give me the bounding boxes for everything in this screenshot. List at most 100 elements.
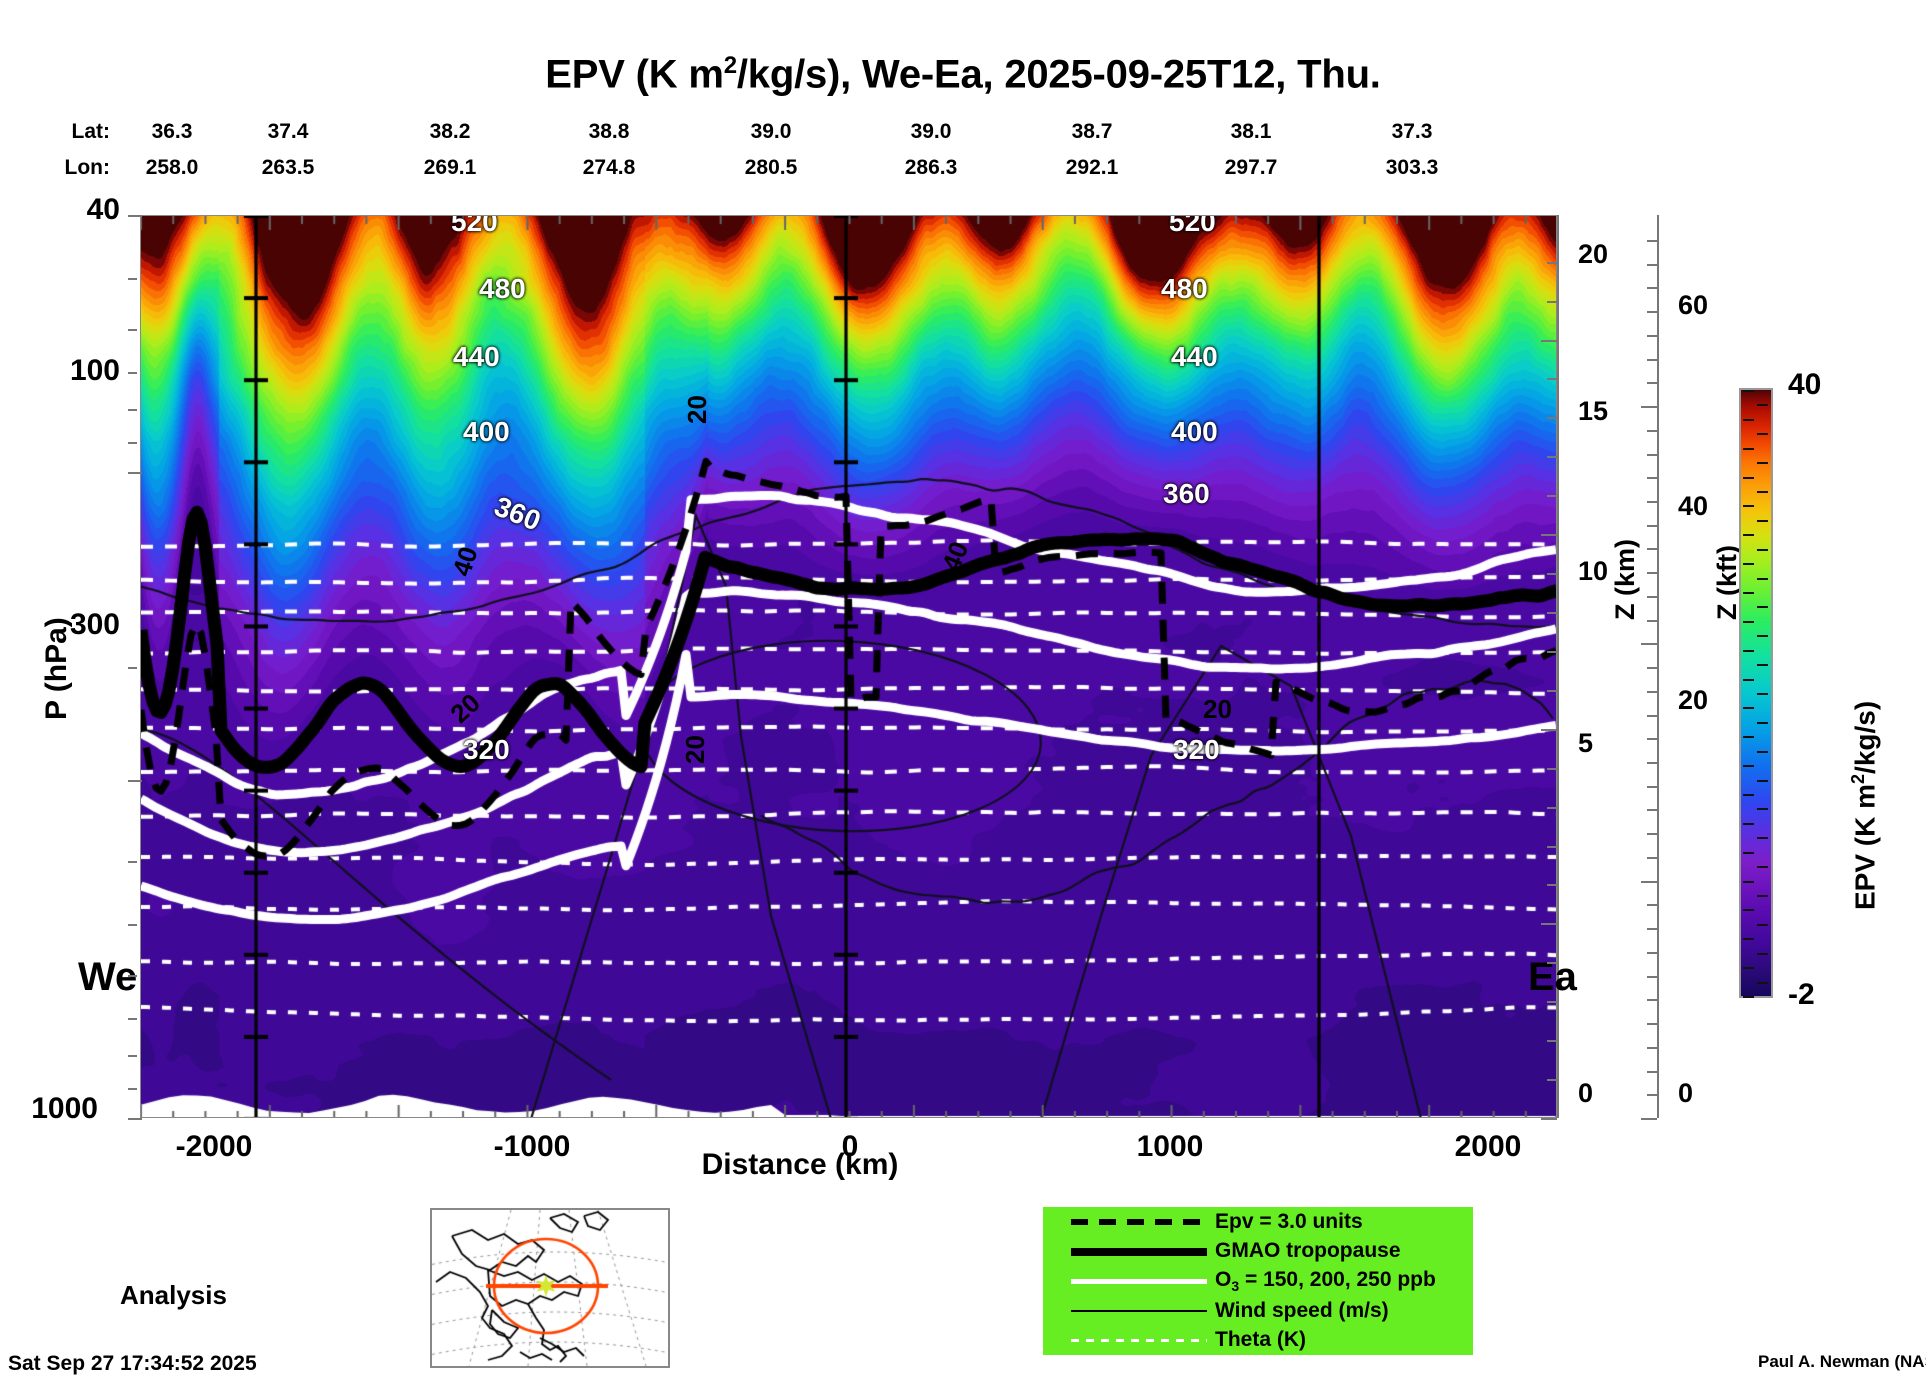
y-tick-300: 300	[69, 608, 120, 641]
x-tick--1000: -1000	[493, 1130, 571, 1163]
legend-box: Epv = 3.0 units GMAO tropopause O3 = 150…	[1043, 1207, 1473, 1355]
axis-tick	[1547, 1079, 1557, 1082]
colorbar-tick	[1757, 635, 1768, 638]
lon-value: 297.7	[1224, 156, 1278, 179]
z-kft-tick-20: 20	[1678, 685, 1709, 715]
legend-item-ozone: O3 = 150, 200, 250 ppb	[1043, 1266, 1473, 1296]
thin-black-line-icon	[1065, 1296, 1215, 1326]
colorbar-tick	[1757, 721, 1768, 724]
colorbar-tick	[1743, 909, 1754, 912]
axis-tick	[1547, 1001, 1557, 1004]
white-line-icon	[1065, 1266, 1215, 1296]
axis-tick	[1641, 643, 1657, 646]
colorbar-tick	[1757, 548, 1768, 551]
axis-tick	[128, 974, 137, 977]
legend-item-epv: Epv = 3.0 units	[1043, 1207, 1473, 1237]
axis-tick	[1547, 300, 1557, 303]
z-kft-axis-line	[1657, 215, 1659, 1118]
legend-item-wind: Wind speed (m/s)	[1043, 1296, 1473, 1326]
colorbar-tick	[1743, 476, 1754, 479]
axis-tick	[1647, 263, 1657, 266]
theta-label-520-right: 520	[1169, 215, 1216, 237]
axis-tick	[1647, 904, 1657, 907]
colorbar-tick	[1743, 534, 1754, 537]
colorbar-tick	[1757, 433, 1768, 436]
axis-tick	[1647, 382, 1657, 385]
colorbar-tick	[1743, 794, 1754, 796]
colorbar-tick	[1757, 664, 1768, 667]
latlon-header: Lat: Lon: 36.3 37.4 38.2 38.8 39.0 39.0 …	[0, 120, 1926, 190]
title-superscript: 2	[723, 52, 737, 79]
colorbar-tick	[1743, 967, 1754, 970]
colorbar-axis-label: EPV (K m2/kg/s)	[1848, 700, 1881, 910]
theta-label-440-right: 440	[1171, 341, 1218, 372]
axis-tick	[1647, 928, 1657, 931]
axis-tick	[1647, 595, 1657, 598]
axis-tick	[1547, 456, 1557, 459]
axis-tick	[1647, 975, 1657, 978]
colorbar-tick	[1757, 577, 1768, 580]
axis-tick	[1647, 809, 1657, 812]
axis-tick	[1547, 650, 1557, 653]
generation-timestamp: Sat Sep 27 17:34:52 2025	[8, 1352, 257, 1375]
axis-tick	[1547, 495, 1557, 498]
lat-value: 36.3	[151, 120, 193, 143]
axis-tick	[128, 215, 142, 217]
lat-value: 39.0	[750, 120, 792, 143]
colorbar-tick	[1743, 765, 1754, 768]
axis-tick	[1547, 962, 1557, 965]
lat-value: 39.0	[910, 120, 952, 143]
z-kft-tick-40: 40	[1678, 491, 1709, 521]
z-km-axis-label: Z (km)	[1610, 539, 1640, 620]
colorbar-tick	[1757, 895, 1768, 897]
x-tick-0: 0	[841, 1130, 859, 1163]
y-tick-1000: 1000	[31, 1092, 98, 1125]
y-axis-label: P (hPa)	[40, 617, 73, 720]
axis-tick	[1647, 856, 1657, 859]
axis-tick	[1547, 612, 1557, 614]
axis-tick	[1547, 378, 1557, 381]
lon-value: 280.5	[744, 156, 798, 179]
colorbar-tick	[1743, 736, 1754, 739]
colorbar-tick	[1757, 981, 1768, 984]
theta-label-360-right: 360	[1163, 478, 1210, 509]
axis-tick	[128, 277, 137, 280]
legend-label-tropopause: GMAO tropopause	[1215, 1239, 1401, 1263]
axis-tick	[128, 666, 137, 669]
axis-tick	[1547, 884, 1557, 887]
lon-value: 269.1	[423, 156, 477, 179]
lat-value: 38.2	[429, 120, 471, 143]
thick-black-line-icon	[1065, 1237, 1215, 1267]
cross-section-plot: 520 480 440 400 360 320 520 480 440 400 …	[140, 215, 1557, 1118]
colorbar-tick	[1757, 693, 1768, 695]
axis-tick	[128, 328, 137, 331]
theta-label-440-left: 440	[453, 341, 500, 372]
colorbar-tick	[1757, 779, 1768, 782]
z-kft-tick-0: 0	[1678, 1078, 1694, 1108]
lat-value: 37.4	[267, 120, 309, 143]
colorbar-tick	[1743, 996, 1754, 998]
axis-tick	[1647, 572, 1657, 575]
title-prefix: EPV (K m	[545, 52, 724, 97]
z-km-tick-10: 10	[1578, 556, 1609, 586]
colorbar-tick	[1743, 563, 1754, 566]
colorbar-tick	[1743, 620, 1754, 623]
title-suffix: /kg/s), We-Ea, 2025-09-25T12, Thu.	[736, 52, 1381, 97]
axis-tick	[1547, 1040, 1557, 1043]
theta-label-480-right: 480	[1161, 273, 1208, 304]
author-credit: Paul A. Newman (NASA	[1758, 1352, 1926, 1371]
lat-value: 38.1	[1230, 120, 1272, 143]
colorbar-tick	[1743, 678, 1754, 681]
axis-tick	[1647, 762, 1657, 765]
axis-tick	[1641, 406, 1657, 409]
axis-tick	[1547, 806, 1557, 809]
lon-value: 286.3	[904, 156, 958, 179]
colorbar-tick	[1757, 750, 1768, 753]
wind-label-20c: 20	[679, 735, 710, 764]
colorbar-tick	[1757, 606, 1768, 609]
axis-tick	[1647, 619, 1657, 622]
y-tick-100: 100	[69, 354, 120, 387]
axis-tick	[128, 371, 137, 374]
legend-item-tropopause: GMAO tropopause	[1043, 1237, 1473, 1267]
axis-tick	[1647, 500, 1657, 503]
